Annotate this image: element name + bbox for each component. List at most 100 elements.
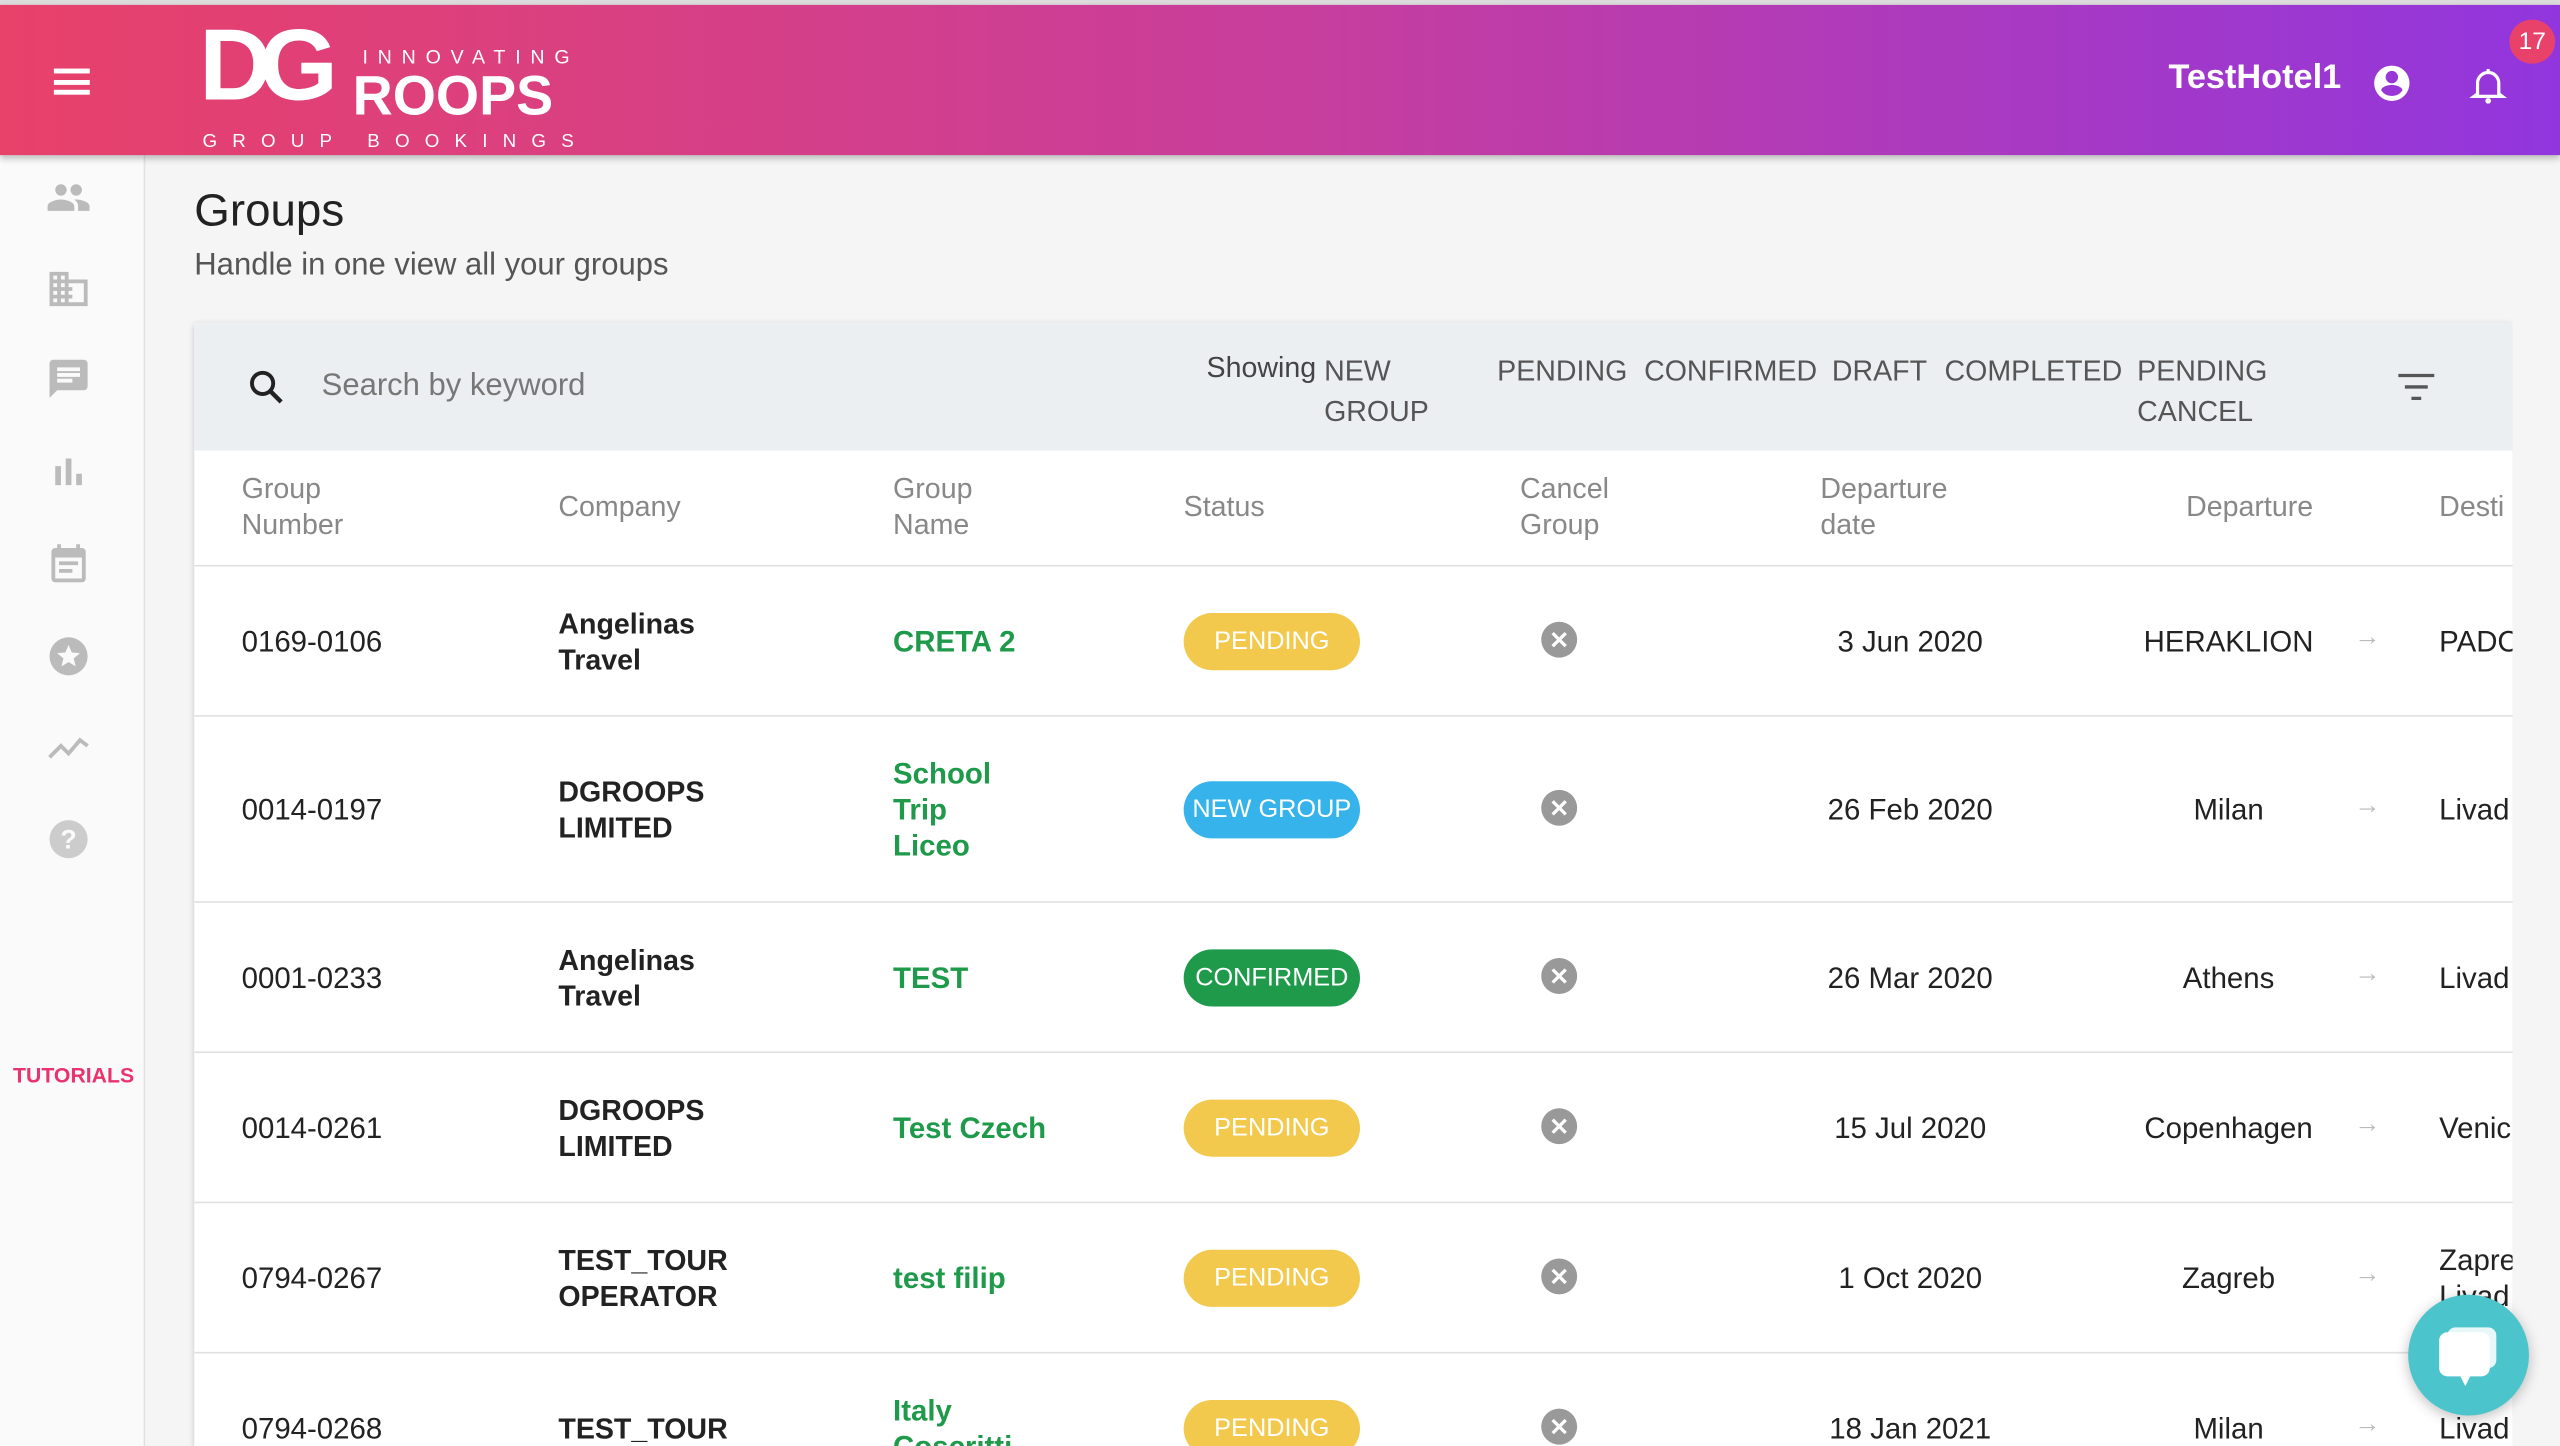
group-number: 0014-0197 (242, 791, 383, 827)
column-header-destination[interactable]: Desti (2439, 488, 2504, 524)
company: TEST_TOUR (558, 1410, 721, 1446)
cancel-group-icon[interactable] (1540, 1256, 1579, 1295)
arrow-right-icon: → (2354, 1260, 2380, 1289)
page-subtitle: Handle in one view all your groups (194, 248, 668, 284)
help-icon[interactable]: ? (46, 816, 92, 862)
trending-icon[interactable] (46, 725, 92, 771)
showing-label: Showing (1207, 351, 1317, 385)
status-badge: NEW GROUP (1184, 780, 1360, 837)
company: Angelinas Travel (558, 605, 721, 677)
departure-city: HERAKLION (2065, 623, 2392, 659)
group-number: 0001-0233 (242, 959, 383, 995)
destination-city: PADC (2439, 623, 2512, 659)
destination-city: Livad (2439, 959, 2512, 995)
column-header-status[interactable]: Status (1184, 488, 1265, 524)
star-icon[interactable] (46, 633, 92, 679)
group-number: 0014-0261 (242, 1109, 383, 1145)
company: Angelinas Travel (558, 941, 721, 1013)
user-name[interactable]: TestHotel1 (2168, 59, 2341, 98)
menu-icon[interactable] (54, 69, 90, 95)
column-header-company[interactable]: Company (558, 488, 680, 524)
table-row[interactable]: 0169-0106 Angelinas Travel CRETA 2 PENDI… (194, 565, 2512, 715)
group-name-link[interactable]: Italy Coscritti (893, 1392, 991, 1446)
sidebar: ? TUTORIALS (0, 155, 145, 1446)
page-margin (2513, 157, 2560, 1446)
company: DGROOPS LIMITED (558, 1091, 721, 1163)
departure-city: Athens (2065, 959, 2392, 995)
account-circle-icon[interactable] (2371, 62, 2413, 104)
departure-city: Milan (2065, 791, 2392, 827)
departure-date: 15 Jul 2020 (1747, 1109, 2074, 1145)
business-icon[interactable] (46, 266, 92, 312)
departure-date: 26 Mar 2020 (1747, 959, 2074, 995)
table-row[interactable]: 0001-0233 Angelinas Travel TEST CONFIRME… (194, 901, 2512, 1051)
group-name-link[interactable]: School Trip Liceo (893, 755, 991, 863)
group-name-link[interactable]: TEST (893, 959, 1138, 995)
status-badge: CONFIRMED (1184, 949, 1360, 1006)
departure-city: Milan (2065, 1410, 2392, 1446)
tutorials-link[interactable]: TUTORIALS (13, 1063, 134, 1087)
dgroops-logo[interactable]: DGINNOVATINGROOPSGROUP BOOKINGS (199, 15, 599, 152)
cancel-group-icon[interactable] (1540, 1106, 1579, 1145)
arrow-right-icon: → (2354, 791, 2380, 820)
filter-draft[interactable]: DRAFT (1832, 351, 1927, 392)
arrow-right-icon: → (2354, 1410, 2380, 1439)
arrow-right-icon: → (2354, 1110, 2380, 1139)
departure-date: 3 Jun 2020 (1747, 623, 2074, 659)
filter-new-group[interactable]: NEW GROUP (1324, 351, 1438, 433)
search-input[interactable] (322, 362, 942, 411)
table-toolbar: Showing NEW GROUP PENDING CONFIRMED DRAF… (194, 323, 2512, 450)
column-header-departure-date[interactable]: Departure date (1820, 470, 1967, 542)
group-name-link[interactable]: Test Czech (893, 1109, 1138, 1145)
cancel-group-icon[interactable] (1540, 787, 1579, 826)
column-header-departure[interactable]: Departure (2186, 488, 2313, 524)
table-row[interactable]: 0794-0267 TEST_TOUR OPERATOR test filip … (194, 1202, 2512, 1352)
chat-icon[interactable] (46, 356, 92, 402)
bar-chart-icon[interactable] (46, 449, 92, 495)
status-badge: PENDING (1184, 1399, 1360, 1446)
company: TEST_TOUR OPERATOR (558, 1242, 738, 1314)
status-badge: PENDING (1184, 1249, 1360, 1306)
groups-table-card: Showing NEW GROUP PENDING CONFIRMED DRAF… (194, 323, 2512, 1446)
departure-city: Copenhagen (2065, 1109, 2392, 1145)
column-header-cancel-group[interactable]: Cancel Group (1520, 470, 1618, 542)
cancel-group-icon[interactable] (1540, 1406, 1579, 1445)
cancel-group-icon[interactable] (1540, 956, 1579, 995)
chat-bubble-icon (2408, 1295, 2529, 1416)
page-title: Groups (194, 184, 344, 236)
column-header-group-number[interactable]: Group Number (242, 470, 373, 542)
filter-completed[interactable]: COMPLETED (1944, 351, 2122, 392)
filter-confirmed[interactable]: CONFIRMED (1644, 351, 1817, 392)
departure-date: 26 Feb 2020 (1747, 791, 2074, 827)
table-row[interactable]: 0794-0268 TEST_TOUR Italy Coscritti PEND… (194, 1352, 2512, 1446)
people-icon[interactable] (46, 175, 92, 221)
bell-icon[interactable] (2467, 62, 2509, 108)
search-icon (245, 366, 287, 408)
cancel-group-icon[interactable] (1540, 619, 1579, 658)
calendar-icon[interactable] (46, 540, 92, 586)
company: DGROOPS LIMITED (558, 773, 721, 845)
notification-badge: 17 (2509, 20, 2555, 64)
app-header: DGINNOVATINGROOPSGROUP BOOKINGS TestHote… (0, 5, 2560, 155)
group-number: 0169-0106 (242, 623, 383, 659)
arrow-right-icon: → (2354, 623, 2380, 652)
chat-widget-button[interactable] (2408, 1295, 2529, 1416)
filter-pending[interactable]: PENDING (1497, 351, 1627, 392)
group-number: 0794-0267 (242, 1260, 383, 1296)
group-name-link[interactable]: test filip (893, 1260, 1138, 1296)
filter-pending-cancel[interactable]: PENDING CANCEL (2137, 351, 2284, 433)
filter-list-icon[interactable] (2397, 371, 2436, 404)
table-row[interactable]: 0014-0261 DGROOPS LIMITED Test Czech PEN… (194, 1051, 2512, 1201)
destination-city: Livad (2439, 791, 2512, 827)
svg-text:?: ? (60, 825, 76, 855)
status-badge: PENDING (1184, 612, 1360, 669)
departure-date: 1 Oct 2020 (1747, 1260, 2074, 1296)
departure-date: 18 Jan 2021 (1747, 1410, 2074, 1446)
arrow-right-icon: → (2354, 960, 2380, 989)
table-row[interactable]: 0014-0197 DGROOPS LIMITED School Trip Li… (194, 715, 2512, 901)
column-header-group-name[interactable]: Group Name (893, 470, 991, 542)
departure-city: Zagreb (2065, 1260, 2392, 1296)
group-name-link[interactable]: CRETA 2 (893, 623, 1138, 659)
group-number: 0794-0268 (242, 1410, 383, 1446)
destination-city: Venic (2439, 1109, 2512, 1145)
